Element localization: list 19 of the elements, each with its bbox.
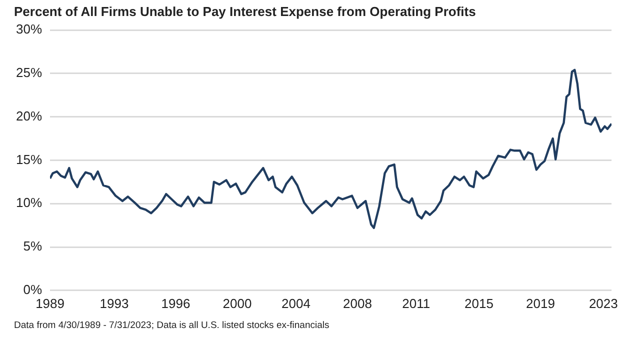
x-tick-label: 1993 xyxy=(100,296,129,311)
x-tick-label: 2023 xyxy=(588,296,618,311)
x-tick-label: 1996 xyxy=(161,296,190,311)
y-tick-label: 25% xyxy=(16,64,42,80)
text: Data from 4/30/1989 - 7/31/2023; Data is all U.S. listed stocks ex-financials xyxy=(14,320,330,331)
y-tick-label: 20% xyxy=(16,108,42,124)
x-tick-label: 2008 xyxy=(342,296,372,311)
x-tick-label: 2011 xyxy=(402,296,430,311)
y-tick-label: 5% xyxy=(23,238,42,254)
y-tick-label: 10% xyxy=(16,195,42,210)
x-tick-label: 1989 xyxy=(36,296,64,311)
chart-title: Percent of All Firms Unable to Pay Interest Expense from Operating Profits xyxy=(14,4,476,19)
x-tick-label: 2000 xyxy=(222,296,252,311)
y-tick-label: 15% xyxy=(16,152,42,167)
y-tick-label: 0% xyxy=(23,282,42,297)
x-tick-label: 2019 xyxy=(526,296,555,311)
x-tick-label: 2004 xyxy=(282,296,310,311)
y-tick-label: 30% xyxy=(16,22,42,37)
x-tick-label: 2015 xyxy=(464,296,494,311)
